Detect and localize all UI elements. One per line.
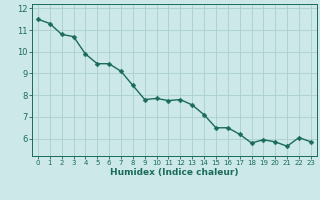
X-axis label: Humidex (Indice chaleur): Humidex (Indice chaleur) — [110, 168, 239, 177]
